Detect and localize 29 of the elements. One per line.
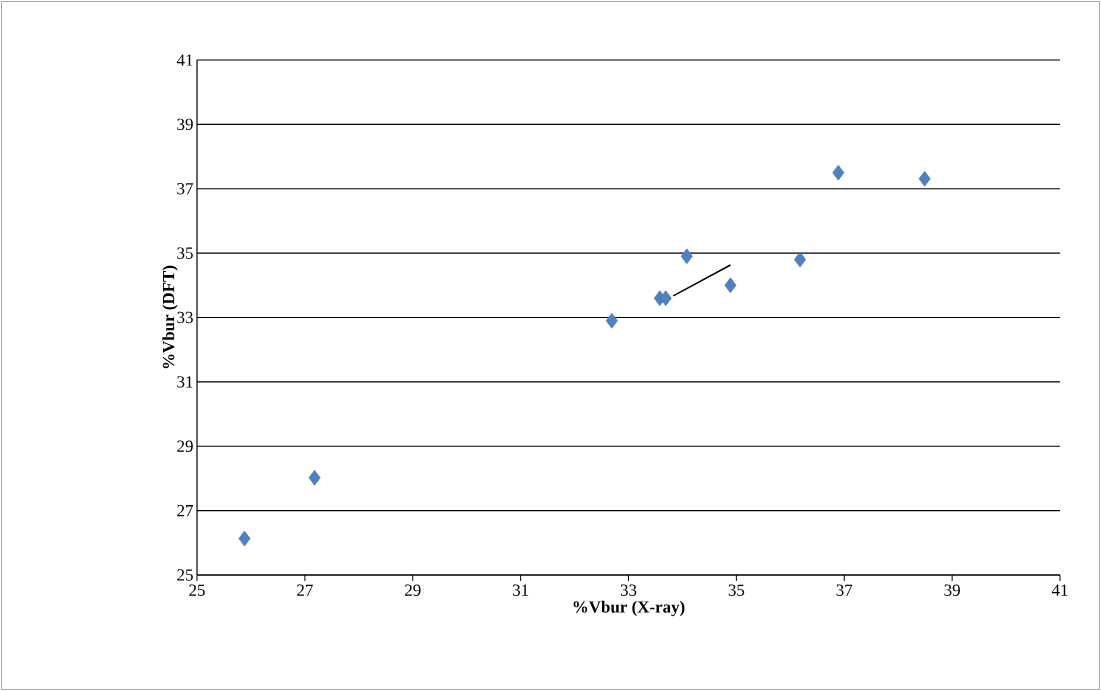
x-tick-label: 37 bbox=[836, 584, 853, 596]
y-tick-label: 29 bbox=[177, 440, 193, 452]
point bbox=[724, 277, 737, 294]
y-axis-title: %Vbur (DFT) bbox=[162, 265, 178, 369]
point bbox=[918, 170, 931, 187]
y-tick-label: 25 bbox=[177, 569, 193, 581]
y-tick-label: 41 bbox=[176, 54, 193, 66]
x-tick-label: 33 bbox=[620, 584, 637, 596]
point bbox=[680, 248, 693, 265]
point bbox=[832, 164, 845, 181]
point bbox=[794, 251, 806, 268]
y-tick-label: 35 bbox=[177, 247, 193, 259]
y-tick-label: 27 bbox=[177, 505, 194, 517]
x-tick-label: 35 bbox=[728, 584, 745, 596]
y-tick-label: 37 bbox=[177, 183, 194, 195]
y-tick-label: 31 bbox=[177, 376, 193, 388]
x-axis-title: %Vbur (X-ray) bbox=[573, 600, 685, 617]
point bbox=[605, 312, 618, 329]
point bbox=[238, 530, 251, 547]
x-tick-label: 39 bbox=[944, 584, 960, 596]
x-tick-label: 41 bbox=[1051, 584, 1068, 596]
y-tick-label: 33 bbox=[177, 311, 193, 324]
x-tick-label: 27 bbox=[297, 584, 313, 596]
x-tick-label: 31 bbox=[512, 584, 529, 596]
point bbox=[308, 469, 321, 486]
point bbox=[659, 290, 672, 306]
x-tick-label: 29 bbox=[405, 584, 421, 596]
y-tick-label: 39 bbox=[177, 118, 193, 131]
x-tick-label: 25 bbox=[189, 584, 205, 596]
